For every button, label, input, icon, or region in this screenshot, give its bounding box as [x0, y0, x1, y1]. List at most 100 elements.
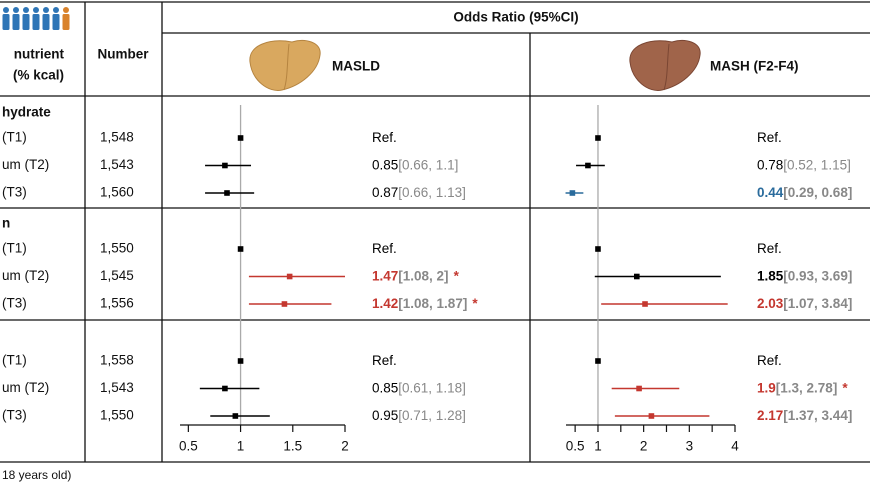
row-number: 1,548 [100, 130, 134, 145]
row-number: 1,560 [100, 185, 134, 200]
person-body [22, 14, 30, 30]
liver-icon [283, 43, 290, 91]
estimate-marker [585, 162, 591, 169]
ci-label: [1.37, 3.44] [783, 408, 852, 423]
person-head [53, 7, 59, 13]
ci-label: [0.71, 1.28] [398, 408, 466, 423]
estimate-label: 2.03[1.07, 3.84] [757, 296, 852, 311]
estimate-marker [636, 385, 642, 392]
x-tick-label: 3 [686, 439, 694, 454]
odds-ratio: Ref. [757, 353, 782, 368]
liver-icon [663, 43, 670, 91]
row-label: um (T2) [2, 380, 49, 395]
estimate-marker [569, 190, 576, 196]
odds-ratio: 1.9 [757, 380, 776, 395]
ci-label: [0.29, 0.68] [783, 185, 852, 200]
estimate-marker [595, 358, 601, 364]
x-tick-label: 0.5 [179, 439, 198, 454]
odds-ratio: Ref. [372, 241, 397, 256]
odds-ratio: 1.85 [757, 268, 784, 283]
row-label: (T3) [2, 408, 27, 423]
odds-ratio: 0.87 [372, 185, 398, 200]
estimate-label: Ref. [372, 241, 397, 256]
significance: * [472, 296, 478, 311]
x-tick-label: 2 [341, 439, 349, 454]
ci-label: [1.3, 2.78] [776, 380, 838, 395]
estimate-label: Ref. [757, 353, 782, 368]
liver-icon [629, 40, 701, 91]
estimate-label: 1.85[0.93, 3.69] [757, 268, 852, 283]
estimate-label: Ref. [757, 130, 782, 145]
estimate-label: 0.44[0.29, 0.68] [757, 185, 852, 200]
estimate-marker [642, 301, 648, 307]
ci-label: [0.66, 1.13] [398, 185, 466, 200]
estimate-label: 1.47[1.08, 2] * [372, 268, 460, 283]
x-tick-label: 1.5 [283, 439, 302, 454]
estimate-marker [595, 135, 601, 141]
row-label: (T3) [2, 296, 27, 311]
odds-ratio: 0.85 [372, 157, 398, 172]
estimate-label: 0.95[0.71, 1.28] [372, 408, 466, 423]
estimate-marker [224, 190, 230, 196]
row-number: 1,558 [100, 353, 134, 368]
estimate-label: 1.42[1.08, 1.87] * [372, 296, 478, 311]
estimate-label: Ref. [372, 130, 397, 145]
odds-ratio: Ref. [372, 353, 397, 368]
panel-title: MASLD [332, 59, 380, 74]
odds-ratio: 0.85 [372, 380, 398, 395]
estimate-marker [633, 273, 640, 280]
ci-label: [0.93, 3.69] [783, 268, 852, 283]
ci-label: [1.08, 1.87] [398, 296, 467, 311]
estimate-label: 0.87[0.66, 1.13] [372, 185, 466, 200]
person-head [23, 7, 29, 13]
row-label: um (T2) [2, 157, 49, 172]
estimate-label: 1.9[1.3, 2.78] * [757, 380, 848, 395]
estimate-label: Ref. [757, 241, 782, 256]
estimate-marker [648, 413, 655, 419]
person-head [63, 7, 69, 13]
ci-label: [0.61, 1.18] [398, 380, 466, 395]
row-label: (T1) [2, 241, 27, 256]
group-label: n [2, 216, 10, 231]
x-tick-label: 2 [640, 439, 648, 454]
estimate-marker [237, 358, 244, 364]
odds-ratio: Ref. [757, 241, 782, 256]
liver-icon [249, 40, 321, 91]
estimate-label: 2.17[1.37, 3.44] [757, 408, 852, 423]
footnote: 18 years old) [2, 468, 71, 482]
header-title: Odds Ratio (95%CI) [453, 10, 578, 25]
estimate-label: 0.78[0.52, 1.15] [757, 157, 851, 172]
group-label: hydrate [2, 105, 51, 120]
odds-ratio: 0.44 [757, 185, 784, 200]
x-tick-label: 1 [237, 439, 245, 454]
person-body [2, 14, 10, 30]
person-head [43, 7, 49, 13]
person-head [13, 7, 19, 13]
odds-ratio: 0.95 [372, 408, 398, 423]
row-number: 1,550 [100, 241, 134, 256]
odds-ratio: 2.17 [757, 408, 783, 423]
column-header: (% kcal) [13, 68, 64, 83]
row-label: (T1) [2, 353, 27, 368]
estimate-marker [237, 135, 244, 141]
odds-ratio: Ref. [372, 130, 397, 145]
ci-label: [1.08, 2] [398, 268, 448, 283]
person-body [42, 14, 50, 30]
estimate-label: Ref. [372, 353, 397, 368]
row-number: 1,556 [100, 296, 134, 311]
person-body [52, 14, 60, 30]
odds-ratio: 0.78 [757, 157, 783, 172]
row-number: 1,543 [100, 380, 134, 395]
x-tick-label: 1 [594, 439, 602, 454]
significance: * [454, 268, 460, 283]
ci-label: [0.66, 1.1] [398, 157, 458, 172]
estimate-marker [286, 273, 293, 280]
x-tick-label: 0.5 [566, 439, 585, 454]
ci-label: [1.07, 3.84] [783, 296, 852, 311]
odds-ratio: 1.42 [372, 296, 398, 311]
estimate-marker [281, 301, 288, 307]
row-label: (T1) [2, 130, 27, 145]
panel-title: MASH (F2-F4) [710, 59, 799, 74]
odds-ratio: Ref. [757, 130, 782, 145]
